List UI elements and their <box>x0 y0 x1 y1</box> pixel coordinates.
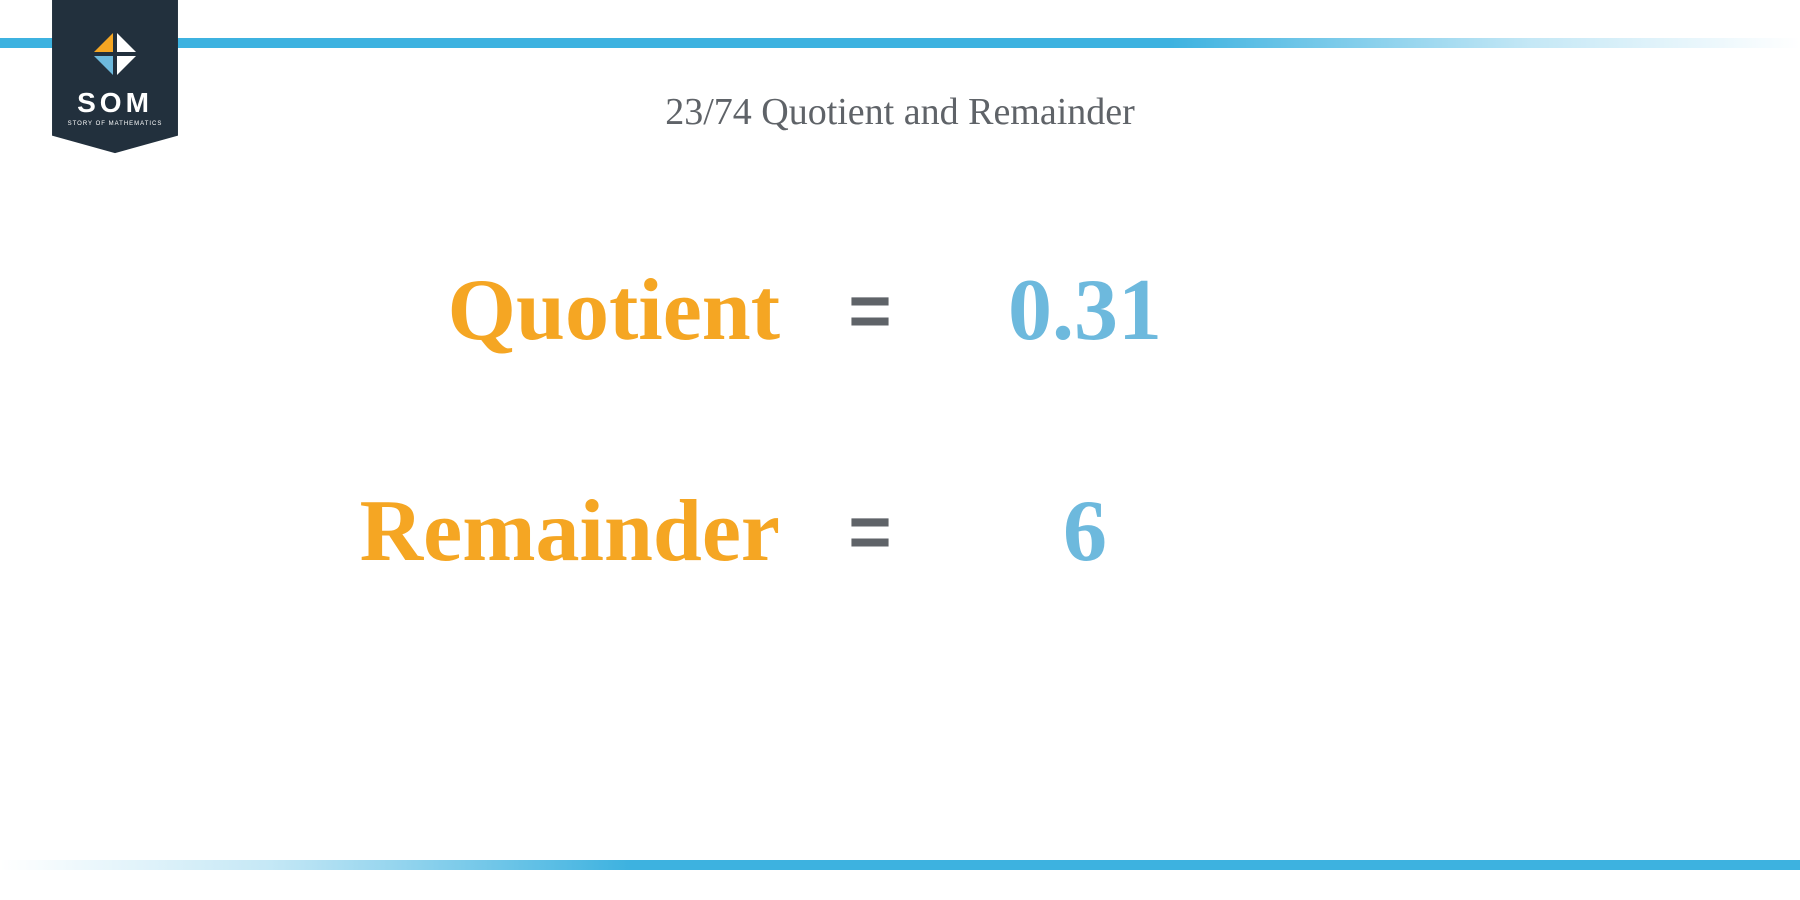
logo-badge-content: SOM STORY OF MATHEMATICS <box>50 0 180 155</box>
page-title: 23/74 Quotient and Remainder <box>0 90 1800 134</box>
logo-subtext: STORY OF MATHEMATICS <box>68 121 163 127</box>
content-area: Quotient = 0.31 Remainder = 6 <box>280 260 1380 702</box>
som-logo-icon <box>90 29 140 79</box>
equals-sign: = <box>820 489 920 574</box>
remainder-label: Remainder <box>280 481 820 582</box>
quotient-label: Quotient <box>280 260 820 361</box>
equals-sign: = <box>820 268 920 353</box>
top-accent-bar <box>0 38 1800 48</box>
remainder-value: 6 <box>920 481 1220 582</box>
bottom-accent-bar <box>0 860 1800 870</box>
remainder-row: Remainder = 6 <box>280 481 1380 582</box>
quotient-row: Quotient = 0.31 <box>280 260 1380 361</box>
quotient-value: 0.31 <box>920 260 1220 361</box>
logo-text: SOM <box>77 87 153 119</box>
